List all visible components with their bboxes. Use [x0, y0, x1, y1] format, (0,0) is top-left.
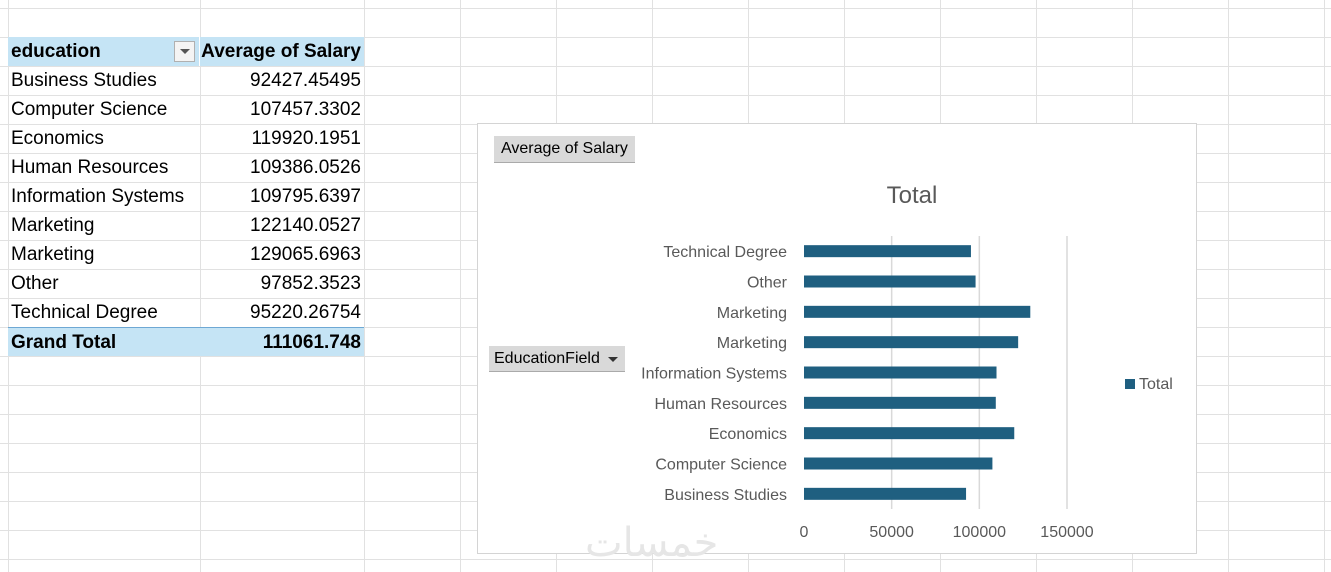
pivot-row-label: Business Studies: [11, 70, 157, 91]
legend-label: Total: [1139, 376, 1173, 393]
pivot-row-label: Economics: [11, 128, 104, 149]
bar[interactable]: [804, 245, 971, 258]
grid-row-line: [0, 8, 1331, 9]
bar[interactable]: [804, 427, 1015, 440]
bar[interactable]: [804, 275, 976, 288]
category-label: Economics: [709, 426, 787, 443]
pivot-row-value: 122140.0527: [250, 215, 361, 236]
bar[interactable]: [804, 366, 997, 379]
chevron-down-icon[interactable]: [608, 357, 618, 362]
pivot-row-label: Computer Science: [11, 99, 168, 120]
pivot-row[interactable]: Other 97852.3523: [8, 269, 364, 298]
axis-field-button-label: EducationField: [494, 350, 600, 367]
pivot-row-label: Human Resources: [11, 157, 169, 178]
grid-column-line: [200, 0, 201, 572]
category-label: Computer Science: [655, 457, 787, 474]
pivot-row-value: 92427.45495: [250, 70, 361, 91]
grand-total-value: 111061.748: [262, 332, 361, 353]
pivot-grand-total-row[interactable]: Grand Total 111061.748: [8, 327, 364, 356]
legend-swatch: [1125, 379, 1135, 389]
pivot-chart[interactable]: 0 50000 100000 150000 Business Studies Comput…: [477, 123, 1197, 554]
pivot-row-value: 107457.3302: [250, 99, 361, 120]
grid-column-line: [364, 0, 365, 572]
value-field-button[interactable]: Average of Salary: [494, 136, 635, 163]
category-label: Technical Degree: [663, 244, 787, 261]
bar[interactable]: [804, 487, 967, 500]
x-tick-label: 0: [800, 524, 809, 541]
category-label: Marketing: [717, 335, 787, 352]
pivot-row-value: 129065.6963: [250, 244, 361, 265]
pivot-row-value: 109386.0526: [250, 157, 361, 178]
x-tick-label: 50000: [869, 524, 914, 541]
pivot-row-value: 109795.6397: [250, 186, 361, 207]
pivot-row-label: Information Systems: [11, 186, 185, 207]
filter-dropdown-icon[interactable]: [174, 41, 195, 62]
pivot-row[interactable]: Technical Degree 95220.26754: [8, 298, 364, 327]
pivot-row[interactable]: Marketing 129065.6963: [8, 240, 364, 269]
chart-legend[interactable]: Total: [1125, 376, 1173, 394]
x-tick-label: 100000: [953, 524, 1006, 541]
pivot-row[interactable]: Human Resources 109386.0526: [8, 153, 364, 182]
bar[interactable]: [804, 305, 1031, 318]
category-label: Human Resources: [655, 396, 788, 413]
grid-row-line: [0, 37, 1331, 38]
pivot-row-value: 97852.3523: [260, 273, 361, 294]
watermark-logo: خمسات: [585, 520, 719, 566]
bar[interactable]: [804, 396, 996, 409]
category-label: Other: [747, 275, 788, 292]
header-separator: [199, 37, 200, 66]
pivot-row-value: 119920.1951: [251, 128, 361, 149]
grid-column-line: [1324, 0, 1325, 572]
x-tick-label: 150000: [1040, 524, 1093, 541]
axis-field-button[interactable]: EducationField: [489, 346, 625, 372]
pivot-row-label: Other: [11, 273, 59, 294]
grand-total-label: Grand Total: [11, 332, 117, 353]
pivot-row-label: Marketing: [11, 244, 95, 265]
grid-row-line: [0, 95, 1331, 96]
chart-title: Total: [886, 182, 938, 209]
category-label: Marketing: [717, 305, 787, 322]
pivot-value-field-header[interactable]: Average of Salary: [201, 41, 361, 62]
grid-row-line: [0, 559, 1331, 560]
pivot-row-field-header[interactable]: education: [11, 41, 101, 62]
bar[interactable]: [804, 336, 1019, 349]
pivot-row[interactable]: Marketing 122140.0527: [8, 211, 364, 240]
grid-column-line: [460, 0, 461, 572]
grid-column-line: [1228, 0, 1229, 572]
grid-column-line: [8, 0, 9, 572]
pivot-row[interactable]: Business Studies 92427.45495: [8, 66, 364, 95]
pivot-row-value: 95220.26754: [250, 302, 361, 323]
bar[interactable]: [804, 457, 993, 470]
category-label: Information Systems: [641, 366, 787, 383]
pivot-row-label: Marketing: [11, 215, 95, 236]
chart-plot-area: 0 50000 100000 150000 Business Studies Comput…: [641, 236, 1094, 541]
category-label: Business Studies: [664, 487, 787, 504]
pivot-row-label: Technical Degree: [11, 302, 158, 323]
grid-row-line: [0, 66, 1331, 67]
pivot-row[interactable]: Information Systems 109795.6397: [8, 182, 364, 211]
pivot-header-row: education Average of Salary: [8, 37, 364, 66]
pivot-row[interactable]: Computer Science 107457.3302: [8, 95, 364, 124]
pivot-row[interactable]: Economics 119920.1951: [8, 124, 364, 153]
